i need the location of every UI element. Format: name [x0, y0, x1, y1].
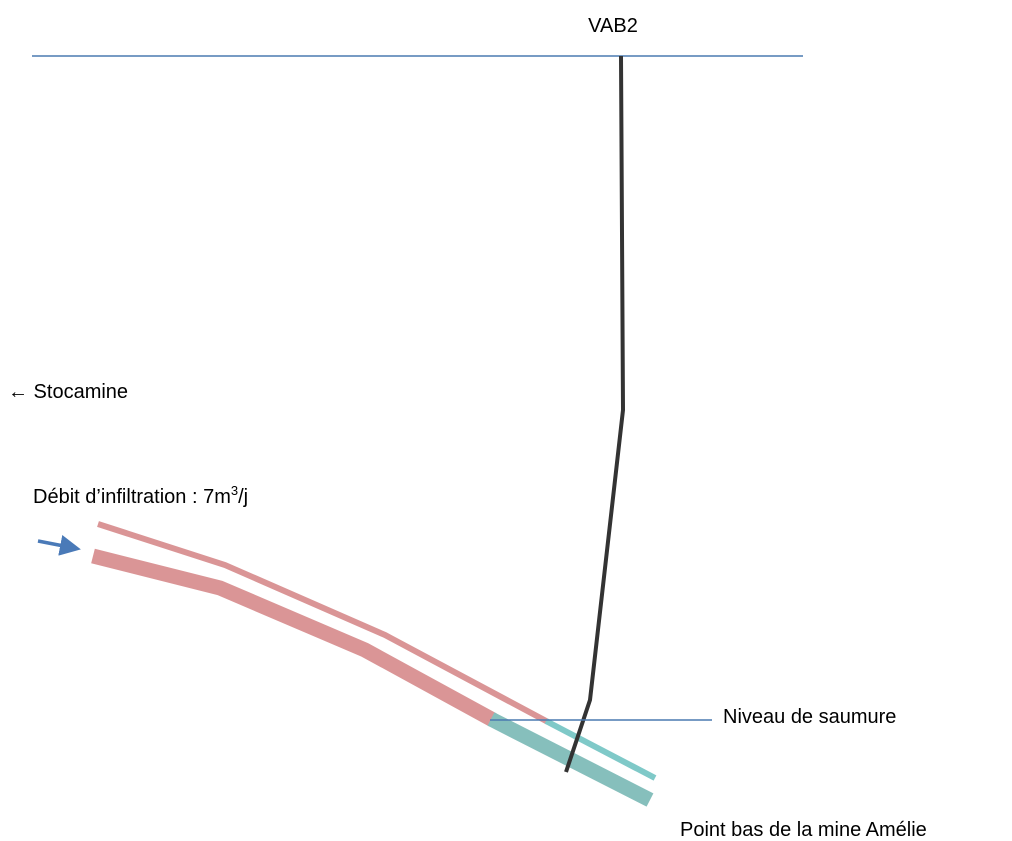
flow-suffix: /j: [238, 486, 248, 508]
direction-label: ← Stocamine: [8, 381, 128, 403]
flow-text: Débit d’infiltration : 7m: [33, 486, 231, 508]
brine-label: Niveau de saumure: [723, 706, 896, 728]
flow-superscript: 3: [231, 483, 238, 498]
shaft-label: VAB2: [588, 15, 638, 37]
lower-gallery: [91, 548, 497, 727]
low-point-label: Point bas de la mine Amélie: [680, 819, 927, 841]
flow-label: Débit d’infiltration : 7m3/j: [33, 483, 248, 508]
upper-gallery: [97, 521, 550, 725]
upper-gallery-flooded: [544, 718, 657, 781]
shaft: [564, 55, 626, 773]
flow-arrow: [37, 535, 81, 556]
